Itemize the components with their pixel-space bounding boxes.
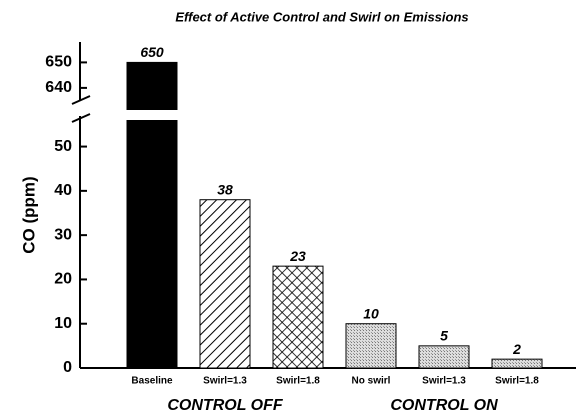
value-label: 5	[440, 328, 448, 344]
bar	[345, 323, 397, 369]
axis-break	[71, 95, 91, 105]
y-tick-label: 40	[54, 182, 72, 199]
y-axis-label: CO (ppm)	[19, 176, 38, 253]
y-tick-label: 30	[54, 226, 72, 243]
y-tick-label: 650	[45, 54, 72, 71]
bar	[491, 358, 543, 369]
axis-break	[71, 113, 91, 123]
group-label: CONTROL OFF	[167, 397, 283, 414]
y-tick-label: 20	[54, 271, 72, 288]
x-tick-label: No swirl	[352, 376, 391, 387]
x-tick-label: Swirl=1.3	[203, 376, 247, 387]
axis-break-gap	[74, 101, 86, 116]
x-tick-label: Swirl=1.8	[495, 376, 539, 387]
bar	[126, 61, 178, 369]
bar	[272, 265, 324, 369]
value-label: 10	[363, 305, 379, 321]
bar	[199, 199, 251, 369]
chart-title: Effect of Active Control and Swirl on Em…	[175, 9, 468, 24]
bar	[418, 345, 470, 369]
x-tick-label: Swirl=1.3	[422, 376, 466, 387]
value-label: 650	[140, 44, 164, 60]
x-tick-label: Baseline	[131, 376, 173, 387]
value-label: 38	[217, 181, 233, 197]
y-tick-label: 0	[63, 359, 72, 376]
group-label: CONTROL ON	[390, 397, 498, 414]
bar-break	[126, 110, 178, 120]
value-label: 23	[289, 248, 306, 264]
y-tick-label: 10	[54, 315, 72, 332]
y-tick-label: 640	[45, 79, 72, 96]
y-tick-label: 50	[54, 138, 72, 155]
x-tick-label: Swirl=1.8	[276, 376, 320, 387]
value-label: 2	[512, 341, 521, 357]
